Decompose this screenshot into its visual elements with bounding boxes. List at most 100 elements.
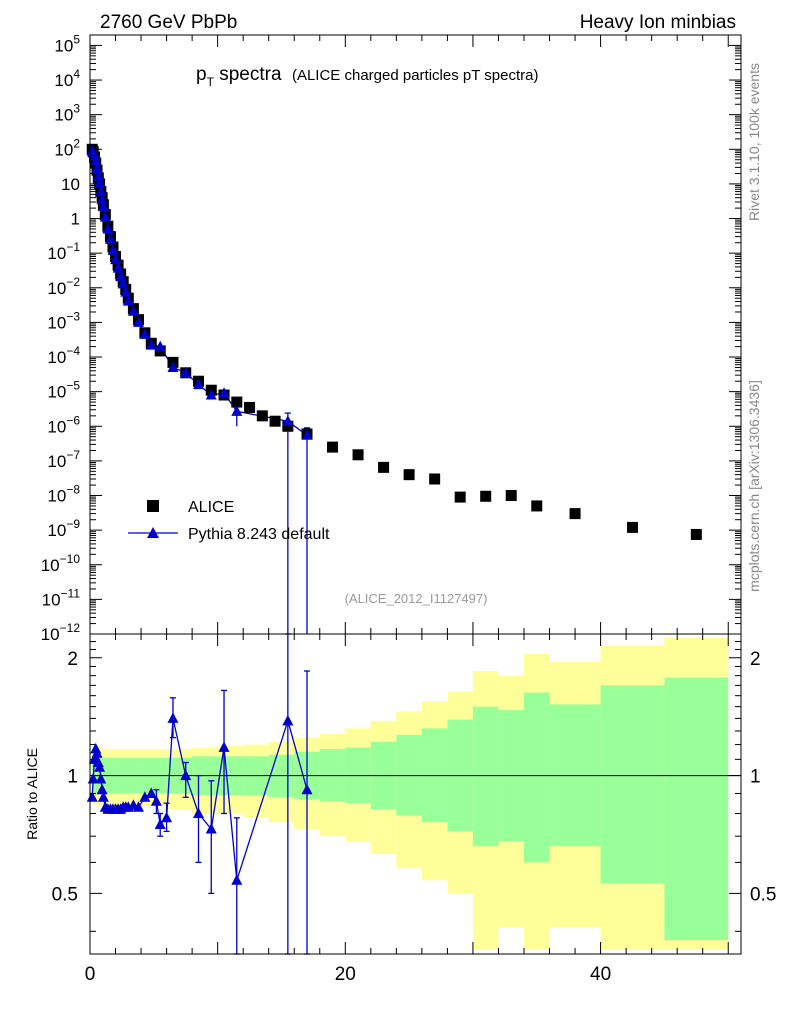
pythia-point xyxy=(139,328,151,339)
pythia-point xyxy=(110,253,122,265)
main-axis-ticks: 10510410310210110−110−210−310−410−510−61… xyxy=(41,32,741,644)
y-tick-label: 10−2 xyxy=(47,275,80,298)
ratio-point xyxy=(133,801,145,812)
ratio-point xyxy=(154,818,166,829)
ratio-ylabel: Ratio to ALICE xyxy=(24,748,40,840)
legend-alice-label: ALICE xyxy=(188,499,234,516)
pythia-point xyxy=(282,415,294,426)
y-tick-label: 10−11 xyxy=(42,586,81,609)
header-right: Heavy Ion minbias xyxy=(580,12,736,33)
alice-point xyxy=(505,490,517,502)
main-plot-frame xyxy=(89,34,742,635)
y-tick-label: 10−8 xyxy=(47,483,80,506)
title-sub: T xyxy=(207,75,215,89)
ratio-plot-frame xyxy=(89,633,742,955)
ratio-point xyxy=(86,791,98,802)
analysis-tag: (ALICE_2012_I1127497) xyxy=(345,591,488,606)
y-tick-label: 10−9 xyxy=(47,517,80,540)
pythia-point xyxy=(104,233,116,244)
mcplots-label: mcplots.cern.ch [arXiv:1306.3436] xyxy=(746,380,762,592)
ratio-point xyxy=(139,791,151,802)
alice-point xyxy=(352,449,364,461)
band-inner xyxy=(664,677,729,941)
ratio-y-tick-label: 2 xyxy=(67,649,78,670)
pythia-point xyxy=(99,211,111,222)
alice-point xyxy=(429,473,441,485)
ratio-point xyxy=(161,811,173,823)
pythia-point xyxy=(88,149,100,161)
pythia-point xyxy=(96,193,108,205)
pythia-point xyxy=(117,277,129,289)
pythia-point xyxy=(94,176,106,187)
ratio-point xyxy=(96,783,108,795)
y-tick-label: 10−10 xyxy=(41,552,81,575)
y-tick-label: 104 xyxy=(54,67,80,90)
title-small: (ALICE charged particles pT spectra) xyxy=(292,67,539,84)
pythia-point xyxy=(127,305,139,316)
alice-point xyxy=(244,401,256,413)
pythia-point xyxy=(205,388,217,400)
y-tick-label: 10−7 xyxy=(47,448,80,471)
ratio-axis-ticks: 0.5 0.51 12 20 20 40 xyxy=(52,634,776,985)
alice-point xyxy=(269,415,281,427)
ratio-point xyxy=(91,747,103,758)
legend-alice-marker xyxy=(147,500,159,512)
pythia-point xyxy=(133,316,145,327)
pythia-point xyxy=(122,295,134,306)
y-tick-label: 10−3 xyxy=(47,309,80,332)
y-tick-label: 10−6 xyxy=(47,413,80,436)
pythia-point xyxy=(102,222,114,234)
ratio-point xyxy=(94,761,106,772)
ratio-y-tick-label: 0.5 xyxy=(750,884,776,905)
ratio-point xyxy=(218,741,230,752)
alice-point xyxy=(531,500,543,512)
ratio-point xyxy=(282,714,294,726)
x-tick-label: 40 xyxy=(590,964,611,985)
pythia-point xyxy=(167,361,179,372)
ratio-uncertainty-bands xyxy=(90,637,741,950)
alice-point xyxy=(690,528,702,540)
ratio-point xyxy=(180,769,192,781)
alice-point xyxy=(378,461,390,473)
title-rest: spectra xyxy=(214,64,282,85)
pythia-point xyxy=(193,378,204,390)
ratio-y-tick-label: 0.5 xyxy=(52,884,78,905)
band-inner xyxy=(600,685,665,884)
band-inner xyxy=(524,692,550,863)
y-tick-label: 10 xyxy=(61,175,80,194)
ratio-point xyxy=(145,787,157,798)
y-tick-label: 10−5 xyxy=(47,379,80,402)
pythia-point xyxy=(90,155,102,166)
header-left: 2760 GeV PbPb xyxy=(100,12,237,33)
alice-point xyxy=(569,508,581,520)
ratio-point xyxy=(205,823,217,834)
pythia-point xyxy=(154,340,166,352)
y-tick-label: 105 xyxy=(54,32,80,55)
ratio-point xyxy=(167,712,179,723)
ratio-y-tick-label: 1 xyxy=(750,767,761,788)
pythia-point xyxy=(92,169,104,181)
pythia-point xyxy=(180,366,192,378)
y-tick-label: 10−4 xyxy=(47,344,80,367)
legend: ALICE Pythia 8.243 default xyxy=(128,499,330,543)
ratio-point xyxy=(97,791,109,802)
legend-pythia-label: Pythia 8.243 default xyxy=(188,526,330,543)
pythia-point xyxy=(97,200,109,212)
main-plot-marks xyxy=(86,143,702,634)
ratio-point xyxy=(193,807,204,818)
alice-point xyxy=(231,396,243,408)
pythia-point xyxy=(301,429,313,440)
pythia-point xyxy=(231,405,243,416)
ratio-point xyxy=(231,874,243,885)
band-inner xyxy=(319,748,346,802)
alice-point xyxy=(282,420,294,432)
x-tick-label: 20 xyxy=(335,964,356,985)
pythia-point xyxy=(145,339,157,350)
alice-point xyxy=(327,441,339,453)
y-tick-label: 10−1 xyxy=(47,240,80,263)
ratio-y-tick-label: 1 xyxy=(67,767,78,788)
y-tick-label: 10−12 xyxy=(41,621,81,644)
pythia-point xyxy=(91,162,103,173)
y-tick-label: 103 xyxy=(54,102,80,125)
